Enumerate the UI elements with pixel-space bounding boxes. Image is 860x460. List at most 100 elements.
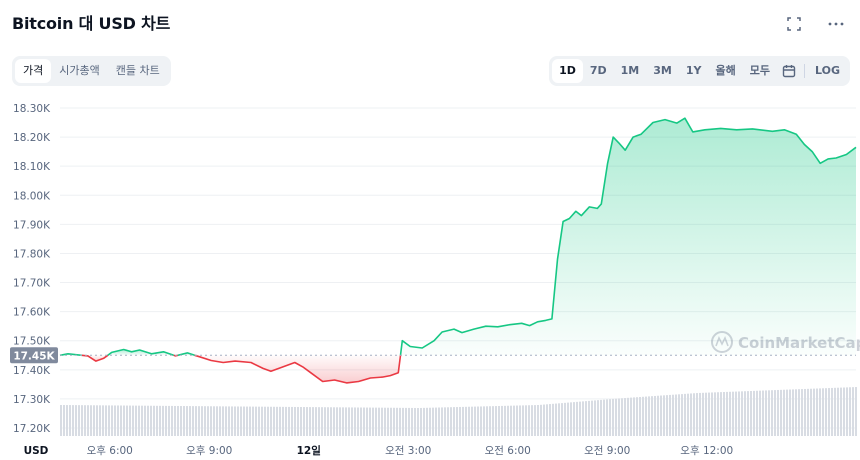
volume-bar xyxy=(675,394,677,436)
volume-bar xyxy=(162,405,164,436)
volume-bar xyxy=(570,402,572,436)
volume-bar xyxy=(606,399,608,436)
volume-bar xyxy=(420,407,422,436)
volume-bar xyxy=(477,406,479,436)
volume-bar xyxy=(807,388,809,436)
volume-bar xyxy=(777,389,779,436)
y-tick-label: 18.20K xyxy=(13,132,51,144)
volume-bar xyxy=(159,405,161,436)
volume-bar xyxy=(468,406,470,436)
volume-bar xyxy=(291,406,293,436)
volume-bar xyxy=(237,406,239,436)
volume-bar xyxy=(669,394,671,436)
volume-bar xyxy=(339,407,341,436)
volume-bar xyxy=(453,407,455,436)
x-tick-label: 오후 12:00 xyxy=(680,445,733,457)
volume-bar xyxy=(111,405,113,436)
range-tab-0[interactable]: 1D xyxy=(552,59,583,83)
volume-bar xyxy=(714,392,716,436)
volume-bar xyxy=(522,405,524,436)
volume-bar xyxy=(639,396,641,436)
volume-bar xyxy=(849,387,851,436)
volume-bar xyxy=(336,407,338,436)
range-tabs: 1D 7D 1M 3M 1Y 올해 모두 LOG xyxy=(549,56,850,86)
volume-bar xyxy=(681,394,683,436)
volume-bar xyxy=(129,405,131,436)
tab-2[interactable]: 캔들 차트 xyxy=(115,64,160,77)
volume-bar xyxy=(546,404,548,436)
volume-bar xyxy=(435,407,437,436)
area-fill-up xyxy=(107,349,174,356)
y-tick-label: 17.60K xyxy=(13,307,51,319)
volume-bar xyxy=(609,399,611,436)
volume-bar xyxy=(438,407,440,436)
range-tab-5[interactable]: 올해 xyxy=(715,64,736,77)
volume-bar xyxy=(732,391,734,436)
volume-bar xyxy=(663,395,665,436)
volume-bar xyxy=(753,390,755,436)
volume-bar xyxy=(549,404,551,436)
volume-bar xyxy=(555,403,557,436)
x-tick-label: 오후 9:00 xyxy=(186,445,232,457)
y-tick-label: 17.40K xyxy=(13,365,51,377)
y-tick-label: 17.50K xyxy=(13,336,51,348)
volume-bar xyxy=(843,387,845,436)
volume-bar xyxy=(345,407,347,436)
volume-bar xyxy=(648,396,650,436)
volume-bar xyxy=(765,390,767,436)
range-tab-1[interactable]: 7D xyxy=(589,64,607,77)
price-line-segment-2 xyxy=(107,348,174,357)
top-icons xyxy=(784,14,846,34)
volume-bar xyxy=(141,405,143,436)
volume-bar xyxy=(783,389,785,436)
volume-bar xyxy=(831,387,833,436)
range-tab-2[interactable]: 1M xyxy=(620,64,640,77)
log-scale-button[interactable]: LOG xyxy=(815,64,840,77)
volume-bar xyxy=(507,405,509,436)
volume-bar xyxy=(267,406,269,436)
reference-badge xyxy=(10,347,58,364)
volume-bar xyxy=(333,407,335,436)
volume-bar xyxy=(120,405,122,436)
volume-bar xyxy=(306,407,308,436)
volume-bar xyxy=(318,407,320,436)
volume-bar xyxy=(324,407,326,436)
fullscreen-icon[interactable] xyxy=(784,14,804,34)
volume-bar xyxy=(702,392,704,436)
volume-bar xyxy=(795,389,797,436)
range-tab-3[interactable]: 3M xyxy=(653,64,672,77)
volume-bar xyxy=(528,405,530,436)
volume-bar xyxy=(186,406,188,436)
volume-bar xyxy=(798,389,800,436)
range-tab-6[interactable]: 모두 xyxy=(749,64,770,77)
volume-bar xyxy=(834,387,836,436)
coinmarketcap-logo-icon xyxy=(711,331,733,353)
volume-bar xyxy=(66,405,68,436)
volume-bar xyxy=(486,406,488,436)
y-tick-label: 17.30K xyxy=(13,394,51,406)
calendar-icon[interactable] xyxy=(777,59,801,83)
volume-bar xyxy=(636,397,638,436)
volume-bar xyxy=(105,405,107,436)
tab-1[interactable]: 시가총액 xyxy=(59,64,100,77)
volume-bar xyxy=(150,405,152,436)
volume-bar xyxy=(456,407,458,436)
volume-bar xyxy=(729,391,731,436)
tab-0[interactable]: 가격 xyxy=(15,59,52,83)
volume-bar xyxy=(810,388,812,436)
volume-bar xyxy=(699,392,701,436)
volume-bar xyxy=(762,390,764,436)
volume-bar xyxy=(60,405,62,436)
volume-bar xyxy=(348,407,350,436)
volume-bar xyxy=(657,395,659,436)
volume-bar xyxy=(666,395,668,436)
volume-bar xyxy=(768,390,770,436)
range-tab-4[interactable]: 1Y xyxy=(685,64,702,77)
more-icon[interactable] xyxy=(826,14,846,34)
volume-bar xyxy=(78,405,80,436)
volume-bar xyxy=(366,407,368,436)
volume-bar xyxy=(297,406,299,436)
volume-bar xyxy=(855,387,857,436)
volume-bar xyxy=(846,387,848,436)
